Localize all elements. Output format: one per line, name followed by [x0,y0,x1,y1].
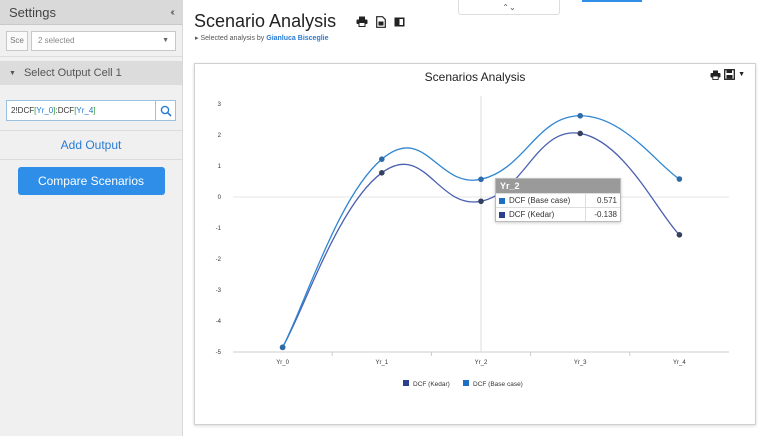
export-document-icon[interactable] [376,15,386,28]
cell-reference-row: 2! DCF[Yr_0]: DCF[Yr_4] [0,100,182,121]
output-cell-section-label: Select Output Cell 1 [23,67,122,79]
top-accent-bar [582,0,642,2]
add-output-link[interactable]: Add Output [60,138,122,152]
cell-ref-bracket-close-2: ] [93,106,96,115]
scenario-selector-row: Sce 2 selected ▼ [0,25,182,57]
chart-toolbar: ▼ [710,69,745,80]
y-tick-label: -2 [216,257,222,263]
chart-title: Scenarios Analysis [424,70,526,84]
top-panel-toggle[interactable]: ⌃⌄ [458,0,560,15]
data-point [478,176,484,183]
x-tick-label: Yr_4 [673,360,686,366]
scenario-select-value: 2 selected [38,36,75,45]
chart-tooltip: Yr_2 DCF (Base case) 0.571 DCF (Kedar) -… [495,178,621,222]
tooltip-series-name: DCF (Base case) [509,196,571,205]
data-point [379,156,385,162]
cell-ref-sheet: 2! [11,106,18,115]
save-floppy-icon[interactable] [724,69,736,80]
cell-ref-name-2: DCF [57,106,75,115]
sidebar-divider [0,130,182,131]
x-tick-label: Yr_0 [276,360,289,366]
y-tick-label: -5 [216,350,222,356]
y-tick-label: 1 [218,164,222,170]
cell-ref-field-1: Yr_0 [36,106,54,115]
data-point [676,176,683,182]
tooltip-series-swatch [499,211,505,218]
scenario-line-chart: 3 2 1 0 -1 -2 -3 -4 -5 Yr_0 Yr_1 Yr_2 Yr_3 Yr_4 DCF (K… [216,96,729,388]
scenario-multiselect[interactable]: 2 selected ▼ [31,30,176,51]
compare-scenarios-button[interactable]: Compare Scenarios [17,167,165,195]
data-point [676,232,683,238]
output-cell-section-header[interactable]: ▼ Select Output Cell 1 [0,61,182,85]
y-tick-label: 0 [218,195,222,201]
tooltip-series-cell: DCF (Base case) [496,194,586,207]
save-menu-chevron-icon[interactable]: ▼ [738,71,745,78]
sidebar-title: Settings [9,4,56,20]
chart-panel: 3 2 1 0 -1 -2 -3 -4 -5 Yr_0 Yr_1 Yr_2 Yr_3 Yr_4 DCF (K… [194,63,756,425]
author-link[interactable]: Gianluca Bisceglie [266,35,329,42]
x-tick-label: Yr_2 [475,360,488,366]
scenario-tag: Sce [6,30,28,51]
legend-swatch [403,380,409,386]
sidebar-divider [0,159,182,160]
legend-label: DCF (Base case) [473,381,523,388]
cell-ref-bracket-open-2: [ [74,106,77,115]
y-tick-label: 2 [218,133,222,139]
x-tick-label: Yr_3 [574,360,587,366]
panel-layout-icon[interactable] [394,17,405,27]
tooltip-series-cell: DCF (Kedar) [496,208,586,221]
search-icon [160,105,172,117]
triangle-down-icon: ▼ [9,69,16,77]
caret-down-icon: ▼ [162,37,169,44]
page-header: Scenario Analysis [194,11,405,32]
header-toolbar [356,15,405,28]
y-tick-label: -3 [216,288,222,294]
y-tick-label: -4 [216,319,222,325]
tooltip-category: Yr_2 [496,179,620,193]
tooltip-row: DCF (Kedar) -0.138 [496,207,620,221]
tooltip-series-value: 0.571 [596,196,617,205]
series-line [282,115,680,348]
data-point [379,170,385,176]
data-point [279,344,286,351]
sidebar-header: Settings ‹‹ [0,0,182,25]
cell-search-button[interactable] [156,100,176,121]
cell-ref-colon: : [55,106,58,115]
attribution-prefix: Selected analysis by [200,35,265,42]
data-point [577,130,583,137]
x-tick-label: Yr_1 [375,360,388,366]
cell-reference-input[interactable]: 2! DCF[Yr_0]: DCF[Yr_4] [6,100,157,121]
cell-ref-bracket-close-1: ] [53,106,56,115]
collapse-sidebar-icon[interactable]: ‹‹ [170,6,174,18]
cell-ref-field-2: Yr_4 [76,106,94,115]
expand-toggle-icon: ⌃⌄ [502,2,516,12]
y-tick-label: 3 [218,102,222,108]
cell-ref-bracket-open-1: [ [34,106,37,115]
analysis-attribution: ▸ Selected analysis by Gianluca Biscegli… [195,34,329,42]
data-point [478,198,484,205]
attribution-triangle-icon: ▸ [195,35,199,42]
data-point [577,112,583,119]
tooltip-series-name: DCF (Kedar) [509,210,555,219]
tooltip-series-value: -0.138 [594,210,617,219]
page-title: Scenario Analysis [194,11,337,31]
tooltip-row: DCF (Base case) 0.571 [496,193,620,207]
legend-label: DCF (Kedar) [413,381,450,388]
settings-sidebar: Settings ‹‹ Sce 2 selected ▼ ▼ Select Ou… [0,0,183,436]
tooltip-series-swatch [499,197,505,204]
chart-print-icon[interactable] [710,70,721,80]
cell-ref-name-1: DCF [17,106,35,115]
legend-swatch [463,380,469,386]
print-icon[interactable] [356,16,368,27]
y-tick-label: -1 [216,226,222,232]
